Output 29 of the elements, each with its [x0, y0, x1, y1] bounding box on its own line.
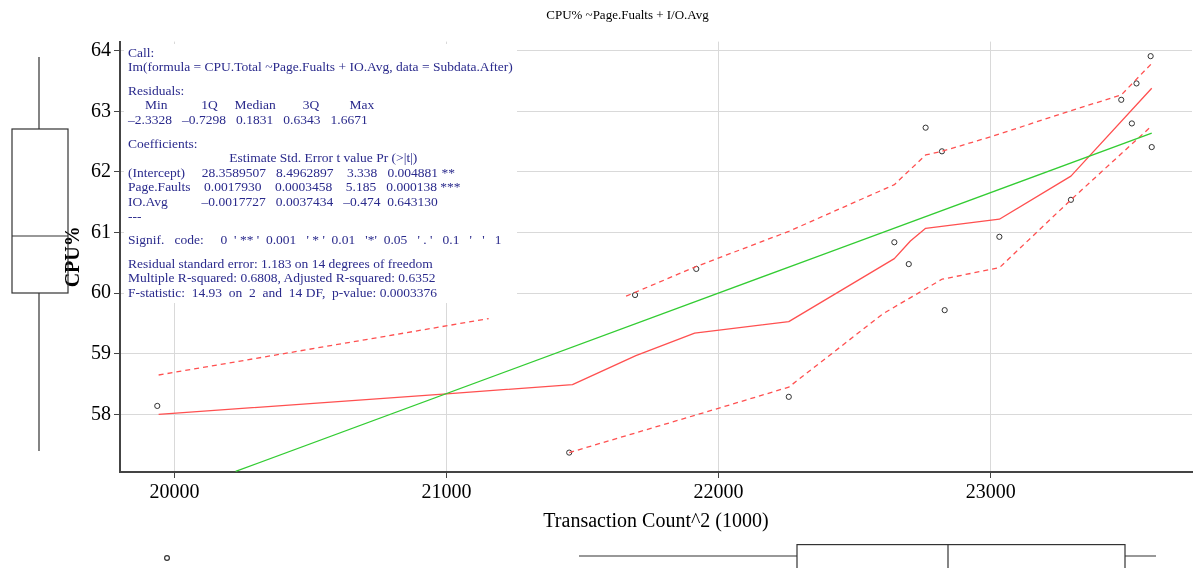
annotation: (Intercept) 28.3589507 8.4962897 3.338 0.004881 ** — [128, 164, 456, 181]
annotation: Residuals: — [128, 82, 186, 99]
y-tick-label: 58 — [91, 401, 111, 424]
chart-title: CPU% ~Page.Fualts + I/O.Avg — [546, 7, 710, 23]
annotation: --- — [128, 208, 142, 225]
annotation: F-statistic: 14.93 on 2 and 14 DF, p-value: 0.0003376 — [128, 284, 439, 301]
y-tick-label: 61 — [91, 219, 111, 242]
x-tick-label: 20000 — [149, 480, 200, 503]
y-axis-title: CPU% — [61, 226, 84, 288]
y-tick-label: 64 — [91, 37, 111, 60]
annotation: Min 1Q Median 3Q Max — [143, 97, 376, 113]
annotation: Page.Faults 0.0017930 0.0003458 5.185 0.000138 *** — [128, 179, 462, 195]
x-tick-label: 22000 — [693, 480, 744, 503]
annotation: Im(formula = CPU.Total ~Page.Fualts + IO.Avg, data = Subdata.After) — [128, 59, 513, 75]
x-tick-label: 21000 — [421, 480, 472, 503]
annotation: Residual standard error: 1.183 on 14 degrees of freedom — [128, 255, 434, 272]
x-axis-title: Transaction Count^2 (1000) — [543, 509, 769, 533]
annotation: –2.3328 –0.7298 0.1831 0.6343 1.6671 — [128, 111, 369, 128]
y-tick-label: 62 — [91, 159, 111, 182]
y-tick-label: 59 — [91, 341, 111, 364]
annotation: Call: — [128, 44, 156, 61]
annotation: Signif. code: 0 ' ** ' 0.001 ' * ' 0.01 '*' 0.05 ' . ' 0.1 ' ' 1 — [128, 232, 503, 248]
x-tick-label: 23000 — [965, 480, 1016, 503]
annotation: Coefficients: — [128, 135, 199, 152]
y-tick-label: 63 — [91, 98, 111, 121]
annotation: Multiple R-squared: 0.6808, Adjusted R-squared: 0.6352 — [128, 270, 437, 286]
y-tick-label: 60 — [91, 280, 111, 303]
annotation: Estimate Std. Error t value Pr (>|t|) — [228, 150, 419, 166]
annotation: IO.Avg –0.0017727 0.0037434 –0.474 0.643130 — [128, 193, 439, 210]
